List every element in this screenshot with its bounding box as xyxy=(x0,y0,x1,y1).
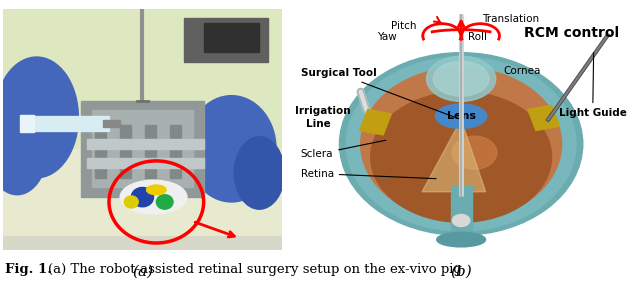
Text: Irrigation: Irrigation xyxy=(296,106,351,116)
Bar xyxy=(120,125,131,178)
Text: Translation: Translation xyxy=(482,14,539,24)
Polygon shape xyxy=(422,120,486,192)
Ellipse shape xyxy=(187,96,276,202)
Ellipse shape xyxy=(435,104,487,128)
Ellipse shape xyxy=(0,103,48,195)
Bar xyxy=(3,149,282,250)
Bar xyxy=(145,125,156,178)
Circle shape xyxy=(124,196,138,208)
Text: Fig. 1.: Fig. 1. xyxy=(5,263,52,276)
Bar xyxy=(20,115,34,132)
Ellipse shape xyxy=(452,136,497,169)
Bar xyxy=(87,139,204,149)
Text: Roll: Roll xyxy=(468,32,487,42)
Ellipse shape xyxy=(436,233,486,247)
Bar xyxy=(104,120,120,127)
Text: (a) The robot-assisted retinal surgery setup on the ex-vivo pig: (a) The robot-assisted retinal surgery s… xyxy=(48,263,462,276)
Text: Sclera: Sclera xyxy=(301,140,386,159)
Text: Light Guide: Light Guide xyxy=(559,53,627,118)
Circle shape xyxy=(131,187,154,207)
Circle shape xyxy=(452,214,470,226)
Ellipse shape xyxy=(339,53,583,235)
Text: Pitch: Pitch xyxy=(392,21,417,31)
Bar xyxy=(95,125,106,178)
Text: Cornea: Cornea xyxy=(503,66,540,76)
Bar xyxy=(360,109,391,135)
Bar xyxy=(451,187,472,239)
Ellipse shape xyxy=(120,180,187,214)
Bar xyxy=(184,18,268,62)
Bar xyxy=(204,23,259,52)
Bar xyxy=(3,236,282,250)
Text: Line: Line xyxy=(306,119,331,129)
Ellipse shape xyxy=(371,92,552,222)
Circle shape xyxy=(156,195,173,209)
Bar xyxy=(87,159,204,168)
Ellipse shape xyxy=(346,57,576,231)
Text: RCM control: RCM control xyxy=(524,26,619,40)
Bar xyxy=(81,100,204,197)
Ellipse shape xyxy=(0,57,78,178)
Text: Surgical Tool: Surgical Tool xyxy=(301,68,458,119)
Bar xyxy=(3,9,282,166)
Text: Yaw: Yaw xyxy=(378,32,397,42)
Bar xyxy=(92,110,193,187)
Ellipse shape xyxy=(147,185,166,195)
Bar xyxy=(3,9,282,117)
Ellipse shape xyxy=(433,61,489,96)
Text: (b): (b) xyxy=(451,265,472,279)
Bar xyxy=(170,125,181,178)
Ellipse shape xyxy=(234,137,284,209)
Text: Retina: Retina xyxy=(301,168,436,179)
Ellipse shape xyxy=(426,56,496,101)
Bar xyxy=(528,105,559,130)
Bar xyxy=(26,116,109,131)
Ellipse shape xyxy=(361,68,561,221)
Text: Lens: Lens xyxy=(447,111,476,121)
Text: (a): (a) xyxy=(132,265,153,279)
Bar xyxy=(170,9,282,76)
